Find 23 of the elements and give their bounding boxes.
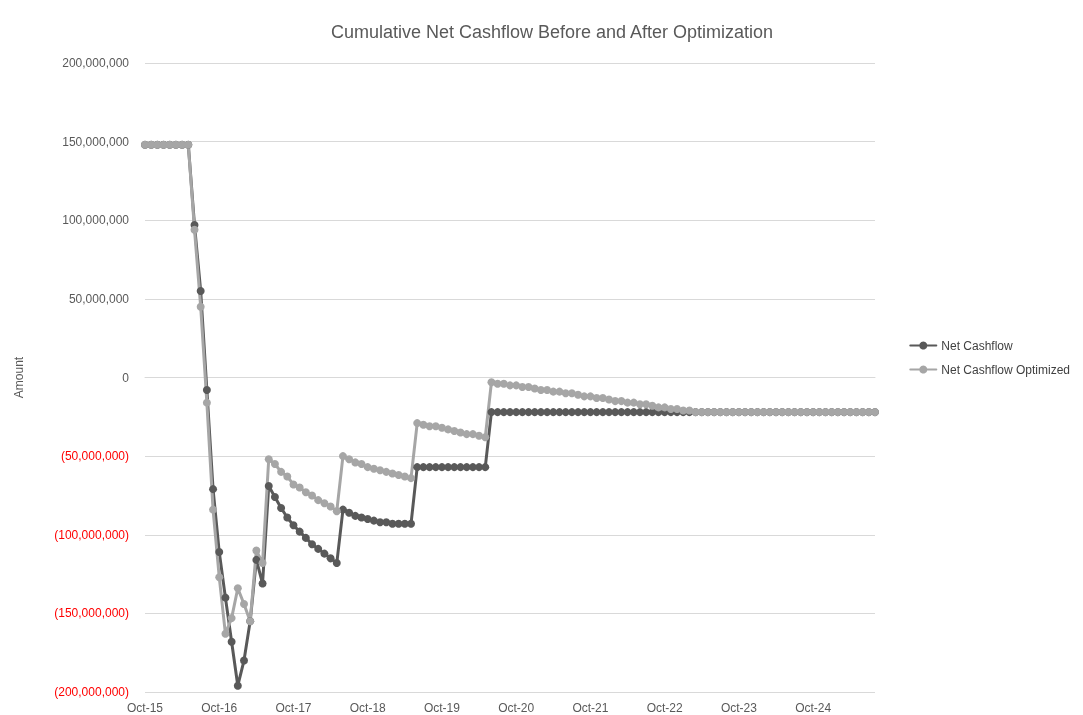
x-tick-label: Oct-19 [423, 701, 461, 715]
x-tick-label: Oct-18 [349, 701, 387, 715]
y-tick-label: (150,000,000) [54, 606, 129, 621]
y-tick-label: 200,000,000 [62, 56, 130, 70]
y-axis-title: Amount [12, 356, 26, 399]
x-tick-label: Oct-24 [795, 701, 832, 715]
legend-label: Net Cashflow [941, 338, 1013, 353]
y-tick-label: 50,000,000 [68, 291, 130, 306]
x-tick-label: Oct-17 [275, 701, 312, 715]
y-tick-label: (100,000,000) [54, 527, 129, 542]
x-tick-label: Oct-20 [498, 701, 535, 715]
x-tick-label: Oct-15 [126, 701, 164, 715]
x-tick-label: Oct-23 [720, 701, 758, 715]
y-tick-label: (200,000,000) [54, 685, 129, 699]
y-tick-label: 100,000,000 [62, 213, 130, 228]
legend-label: Net Cashflow Optimized [941, 362, 1071, 377]
y-tick-label: 0 [122, 370, 130, 385]
x-tick-label: Oct-22 [646, 701, 683, 715]
chart-title: Cumulative Net Cashflow Before and After Optimization [330, 22, 774, 42]
x-tick-label: Oct-16 [201, 701, 238, 715]
x-tick-label: Oct-21 [572, 701, 609, 715]
y-tick-label: (50,000,000) [60, 449, 129, 464]
y-tick-label: 150,000,000 [62, 134, 130, 149]
